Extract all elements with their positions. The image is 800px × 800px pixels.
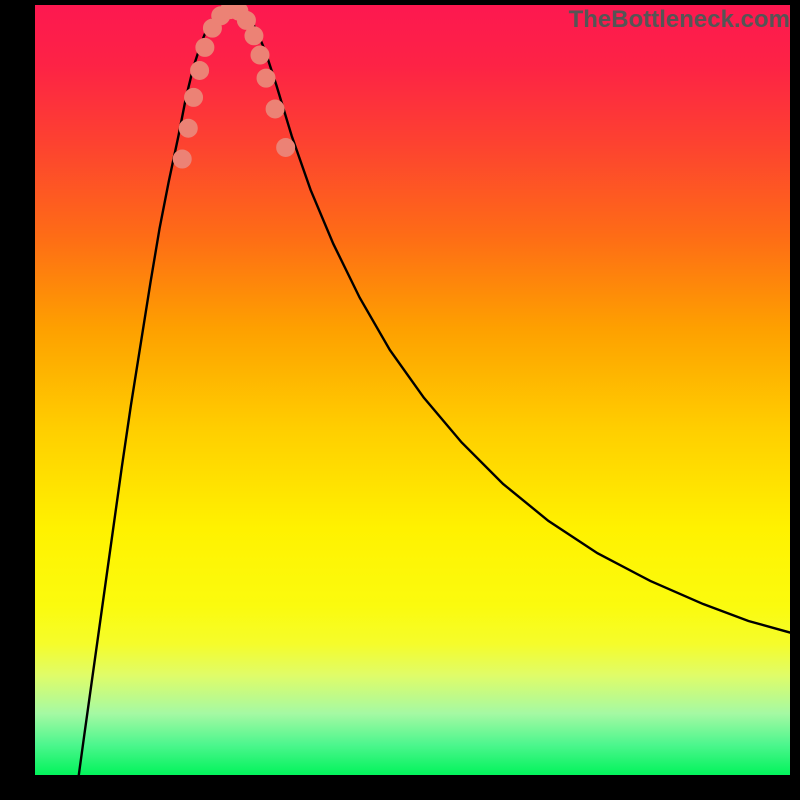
plot-area [35,5,790,775]
marker-point [191,61,209,79]
marker-point [173,150,191,168]
marker-point [179,119,197,137]
marker-point [257,69,275,87]
marker-point [185,88,203,106]
marker-point [251,46,269,64]
marker-point [196,38,214,56]
plot-svg [35,5,790,775]
marker-point [266,100,284,118]
chart-root: TheBottleneck.com [0,0,800,800]
marker-point [245,27,263,45]
marker-point [277,138,295,156]
watermark-text: TheBottleneck.com [569,6,790,34]
gradient-background [35,5,790,775]
